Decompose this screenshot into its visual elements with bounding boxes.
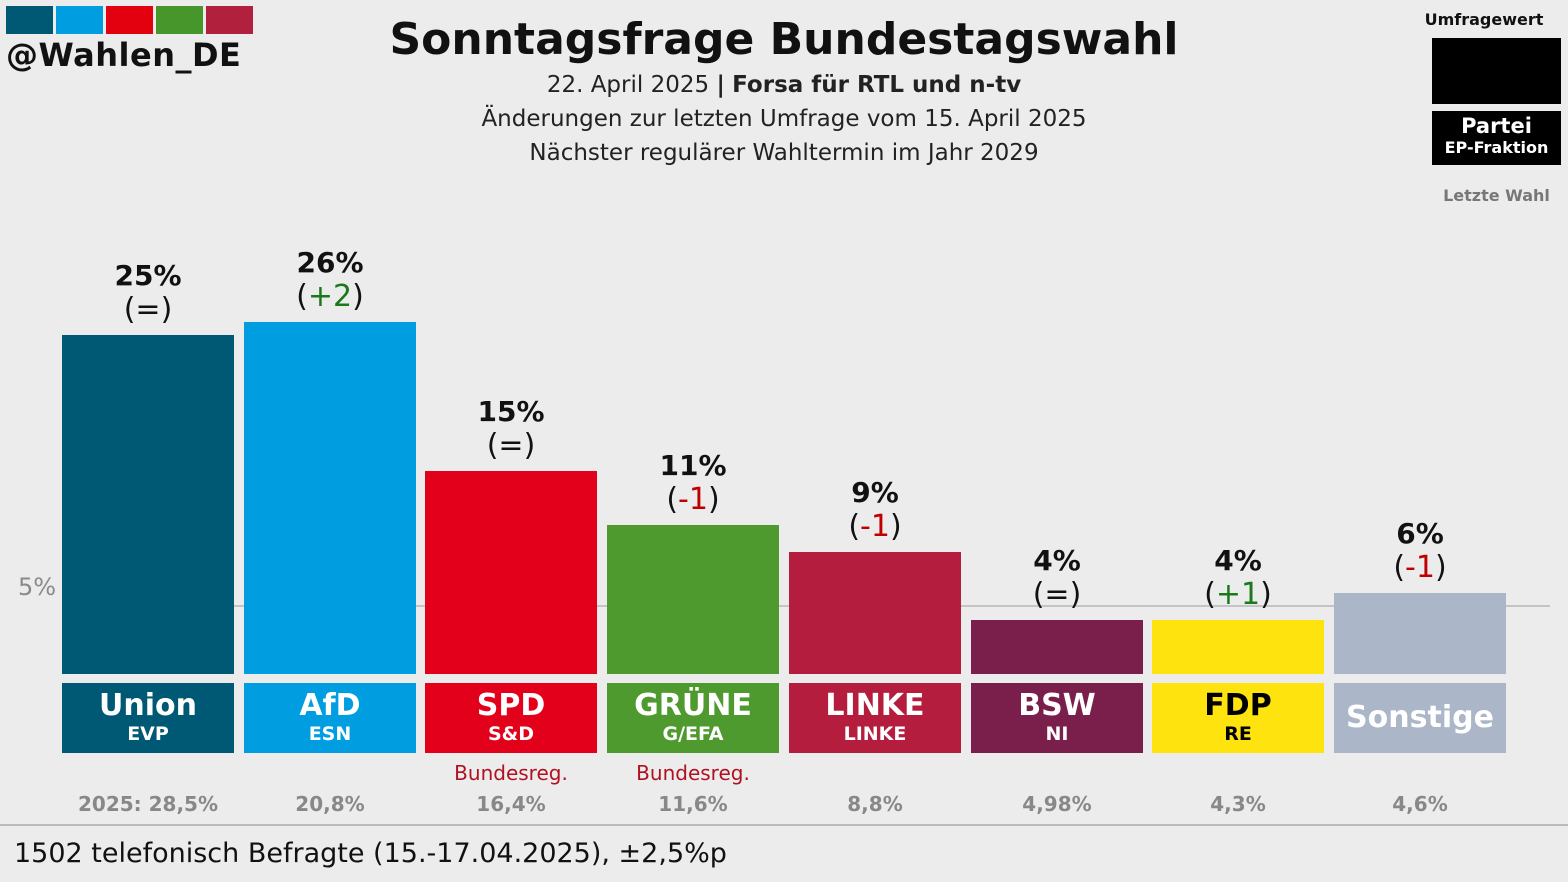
bar-spd <box>425 470 597 674</box>
legend-party-box: Partei EP-Fraktion <box>1432 111 1561 165</box>
logo-strip-segment <box>156 6 203 34</box>
change-value: = <box>498 427 524 463</box>
bar-union <box>62 335 234 674</box>
value-label-union: 25% <box>114 259 182 293</box>
value-label-grne: 11% <box>659 448 727 482</box>
change-value: +2 <box>307 278 353 314</box>
logo-strip-segment <box>56 6 103 34</box>
government-note-grne: Bundesreg. <box>636 761 750 785</box>
change-label-union: (=) <box>123 292 173 328</box>
bar-afd <box>244 321 416 674</box>
last-election-linke: 8,8% <box>847 792 903 816</box>
footer-divider <box>0 824 1568 826</box>
reference-line-label: 5% <box>18 573 57 602</box>
ep-group: EVP <box>127 723 169 745</box>
value-label-afd: 26% <box>296 245 364 279</box>
party-label-union: Union EVP <box>62 683 234 753</box>
value-label-sonstige: 6% <box>1396 516 1444 550</box>
change-label-afd: (+2) <box>296 278 364 314</box>
last-election-spd: 16,4% <box>476 792 546 816</box>
last-election-bsw: 4,98% <box>1022 792 1092 816</box>
change-label-grne: (-1) <box>666 481 720 517</box>
party-name: LINKE <box>825 688 925 723</box>
change-value: +1 <box>1215 576 1261 612</box>
logo-color-strip <box>6 6 253 34</box>
ep-group: G/EFA <box>662 723 724 745</box>
last-election-fdp: 4,3% <box>1210 792 1266 816</box>
last-election-grne: 11,6% <box>658 792 728 816</box>
change-label-bsw: (=) <box>1032 576 1082 612</box>
ep-group: ESN <box>308 723 352 745</box>
ep-group: LINKE <box>843 723 907 745</box>
logo-strip-segment <box>106 6 153 34</box>
legend-value-label: Umfragewert <box>1424 10 1544 29</box>
change-value: -1 <box>860 509 890 545</box>
next-election-note: Nächster regulärer Wahltermin im Jahr 20… <box>529 140 1039 166</box>
change-value: = <box>135 292 161 328</box>
party-name: GRÜNE <box>634 688 752 723</box>
legend-last-election-label: Letzte Wahl <box>1443 186 1550 205</box>
party-name: AfD <box>299 688 361 723</box>
ep-group: NI <box>1045 723 1069 745</box>
party-label-grne: GRÜNE G/EFA <box>607 683 779 753</box>
value-label-fdp: 4% <box>1214 543 1262 577</box>
logo-strip-segment <box>6 6 53 34</box>
legend-party-label: Partei <box>1461 114 1532 138</box>
party-label-bsw: BSW NI <box>971 683 1143 753</box>
separator: | <box>716 72 725 98</box>
change-value: -1 <box>1405 549 1435 585</box>
party-label-sonstige: Sonstige <box>1334 683 1506 753</box>
last-election-union: 2025: 28,5% <box>77 792 218 816</box>
poll-date: 22. April 2025 <box>546 72 710 98</box>
party-label-spd: SPD S&D <box>425 683 597 753</box>
value-label-bsw: 4% <box>1033 543 1081 577</box>
party-name: Sonstige <box>1346 700 1494 735</box>
value-label-linke: 9% <box>851 476 899 510</box>
ep-group: RE <box>1224 723 1252 745</box>
party-label-linke: LINKE LINKE <box>789 683 961 753</box>
brand-handle: @Wahlen_DE <box>6 36 242 74</box>
poll-institute: Forsa für RTL und n-tv <box>732 72 1022 98</box>
party-name: Union <box>99 688 197 723</box>
chart-title: Sonntagsfrage Bundestagswahl <box>389 14 1179 65</box>
last-election-sonstige: 4,6% <box>1392 792 1448 816</box>
change-value: -1 <box>678 481 708 517</box>
value-label-spd: 15% <box>477 394 545 428</box>
change-value: = <box>1044 576 1070 612</box>
bar-bsw <box>971 619 1143 674</box>
changes-note: Änderungen zur letzten Umfrage vom 15. A… <box>481 106 1087 132</box>
party-name: BSW <box>1018 688 1096 723</box>
bar-linke <box>789 552 961 674</box>
change-label-spd: (=) <box>486 427 536 463</box>
logo-strip-segment <box>206 6 253 34</box>
bar-grne <box>607 524 779 674</box>
footer-note: 1502 telefonisch Befragte (15.-17.04.202… <box>14 838 727 869</box>
last-election-afd: 20,8% <box>295 792 365 816</box>
bar-sonstige <box>1334 592 1506 674</box>
party-label-afd: AfD ESN <box>244 683 416 753</box>
change-label-sonstige: (-1) <box>1393 549 1447 585</box>
legend-value-box <box>1432 38 1561 104</box>
government-note-spd: Bundesreg. <box>454 761 568 785</box>
legend-group-label: EP-Fraktion <box>1444 138 1549 157</box>
change-label-linke: (-1) <box>848 509 902 545</box>
bar-fdp <box>1152 619 1324 674</box>
subtitle-date-institute: 22. April 2025 | Forsa für RTL und n-tv <box>0 72 1568 98</box>
party-name: SPD <box>476 688 546 723</box>
change-label-fdp: (+1) <box>1204 576 1272 612</box>
party-name: FDP <box>1204 688 1272 723</box>
ep-group: S&D <box>487 723 535 745</box>
party-label-fdp: FDP RE <box>1152 683 1324 753</box>
